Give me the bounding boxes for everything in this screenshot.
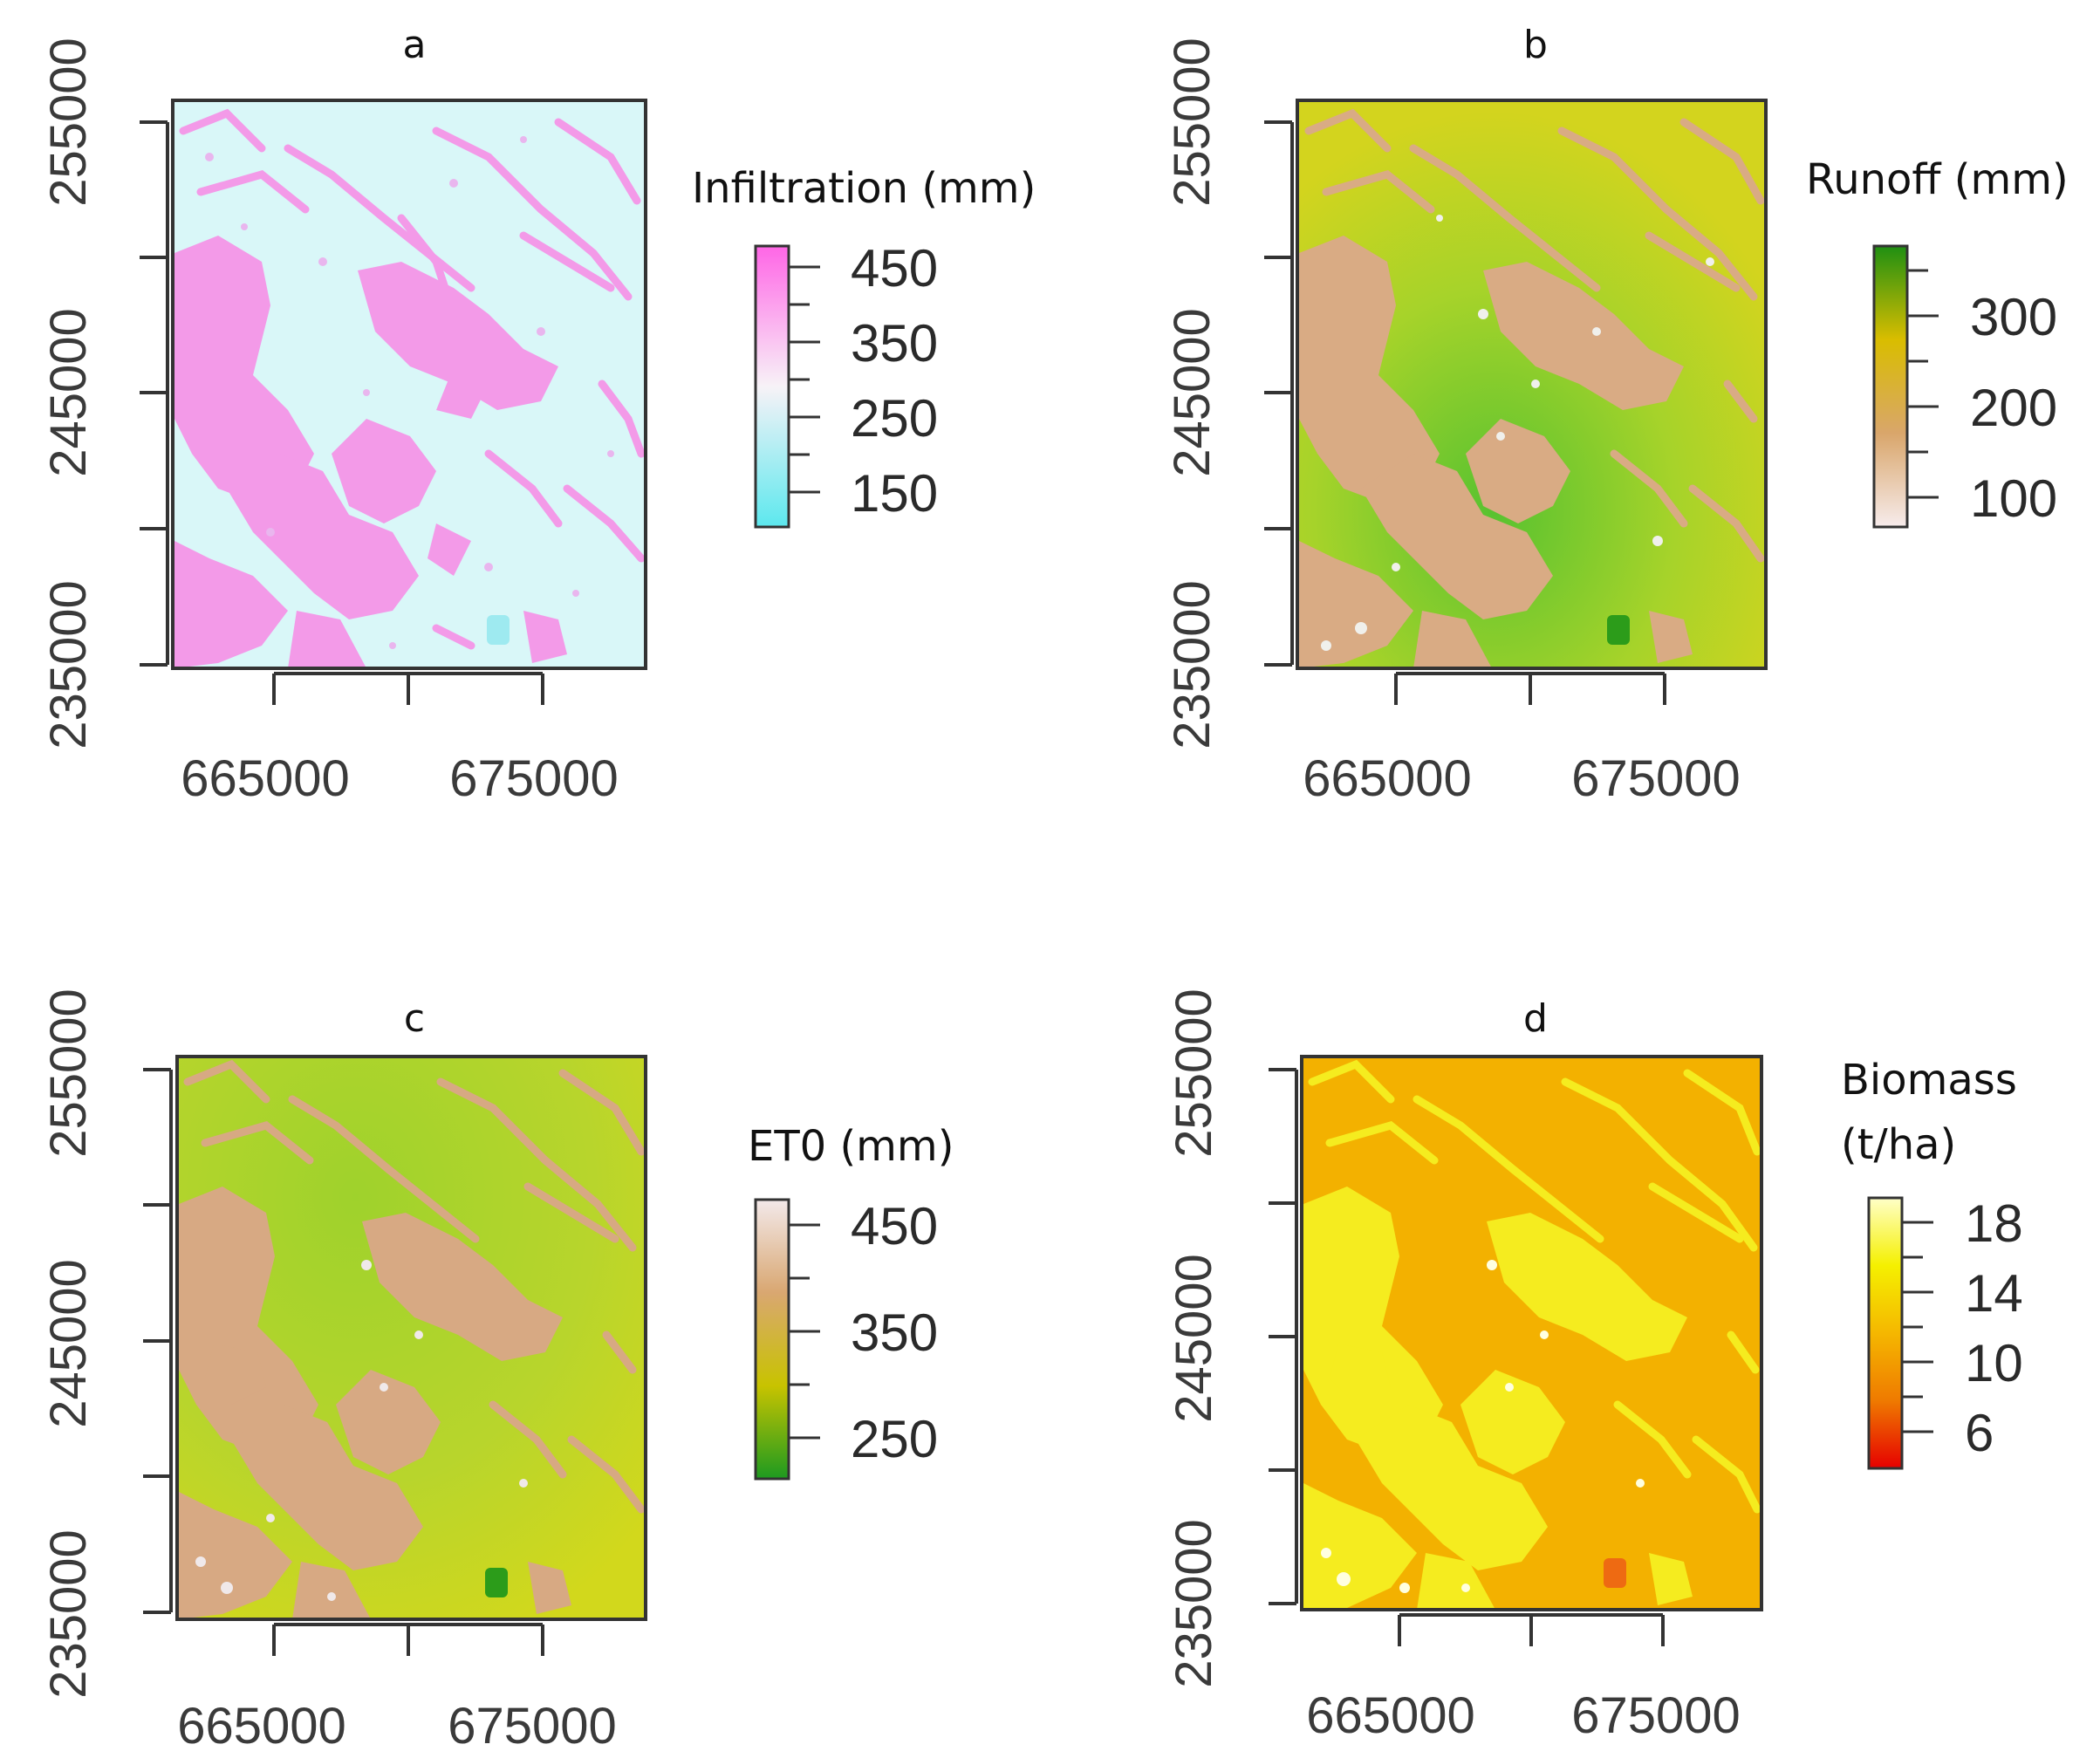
legend-title-c: ET0 (mm) <box>748 1122 954 1171</box>
legend-tick-d-6: 6 <box>1965 1404 1994 1462</box>
y-tick-d-235000: 235000 <box>1166 1519 1222 1688</box>
map-frame-c <box>175 1055 647 1621</box>
x-tick-d-675000: 675000 <box>1571 1687 1741 1744</box>
legend-tick-d-14: 14 <box>1965 1264 2023 1323</box>
legend-title-b: Runoff (mm) <box>1806 155 2069 204</box>
legend-tick-c-450: 450 <box>851 1197 938 1255</box>
legend-tick-a-150: 150 <box>851 464 938 523</box>
y-tick-d-255000: 255000 <box>1166 988 1222 1158</box>
map-frame-b <box>1296 99 1768 670</box>
legend-colorbar-c <box>754 1198 790 1481</box>
linear-features-d <box>1308 1059 1761 1514</box>
legend-tick-a-450: 450 <box>851 239 938 298</box>
x-tick-c-665000: 665000 <box>177 1698 346 1755</box>
map-frame-a <box>171 99 647 670</box>
legend-tick-b-100: 100 <box>1970 469 2057 528</box>
y-tick-c-235000: 235000 <box>40 1529 97 1699</box>
legend-title-d-line1: Biomass <box>1841 1056 2017 1105</box>
panel-b: b <box>1164 23 2069 807</box>
legend-tick-a-350: 350 <box>851 314 938 373</box>
legend-tick-a-250: 250 <box>851 389 938 448</box>
y-tick-a-255000: 255000 <box>40 38 97 207</box>
outlier-cell-c <box>485 1568 508 1597</box>
specks-a <box>205 136 614 649</box>
legend-tick-d-10: 10 <box>1965 1334 2023 1392</box>
y-axis-d <box>1269 1068 1298 1605</box>
outlier-cell-d <box>1604 1558 1626 1588</box>
map-a <box>171 99 647 670</box>
legend-title-c-line1: ET0 (mm) <box>748 1122 954 1171</box>
y-axis-b <box>1264 120 1294 667</box>
panel-title-d: d <box>1523 996 1548 1041</box>
legend-ticks-d <box>1902 1221 1933 1433</box>
y-tick-c-255000: 255000 <box>40 988 97 1158</box>
panel-a: a <box>40 23 1036 807</box>
x-tick-c-675000: 675000 <box>448 1698 617 1755</box>
y-tick-a-245000: 245000 <box>40 308 97 477</box>
x-tick-a-675000: 675000 <box>449 750 619 807</box>
panel-title-a: a <box>403 23 427 67</box>
patches-d <box>1303 1187 1693 1610</box>
legend-title-d: Biomass (t/ha) <box>1841 1056 2030 1169</box>
x-tick-d-665000: 665000 <box>1306 1687 1475 1744</box>
linear-features-a <box>179 108 646 650</box>
y-tick-b-235000: 235000 <box>1164 580 1221 749</box>
map-b <box>1296 99 1768 670</box>
map-c <box>175 1055 647 1621</box>
legend-title-a-line1: Infiltration (mm) <box>692 164 1036 213</box>
x-axis-a <box>272 672 544 705</box>
map-d <box>1300 1055 1763 1611</box>
specks-c <box>195 1260 528 1601</box>
panel-d: d <box>1166 988 2030 1744</box>
x-tick-b-665000: 665000 <box>1303 750 1472 807</box>
legend-title-d-line2: (t/ha) <box>1841 1120 1956 1169</box>
x-axis-b <box>1394 672 1666 705</box>
y-tick-b-255000: 255000 <box>1164 38 1221 207</box>
map-frame-d <box>1300 1055 1763 1611</box>
legend-ticks-c <box>789 1223 820 1440</box>
panel-title-b: b <box>1523 23 1548 67</box>
y-tick-c-245000: 245000 <box>40 1259 97 1428</box>
outlier-cell-a <box>487 615 510 645</box>
legend-ticks-b <box>1907 269 1939 499</box>
outlier-cell-b <box>1607 615 1630 645</box>
y-axis-c <box>143 1068 173 1614</box>
linear-features-c <box>183 1059 646 1514</box>
specks-b <box>1321 215 1714 651</box>
legend-tick-b-300: 300 <box>1970 288 2057 346</box>
patches-b <box>1299 236 1693 668</box>
specks-d <box>1321 1260 1645 1593</box>
patches-c <box>179 1187 571 1619</box>
y-tick-d-245000: 245000 <box>1166 1254 1222 1423</box>
panel-c: c <box>40 988 954 1755</box>
legend-colorbar-d <box>1867 1196 1904 1470</box>
y-tick-b-245000: 245000 <box>1164 308 1221 477</box>
legend-tick-c-350: 350 <box>851 1303 938 1362</box>
legend-tick-d-18: 18 <box>1965 1194 2023 1253</box>
legend-tick-b-200: 200 <box>1970 379 2057 437</box>
y-axis-a <box>140 120 169 667</box>
x-axis-d <box>1398 1613 1665 1646</box>
legend-colorbar-b <box>1872 244 1909 529</box>
x-tick-b-675000: 675000 <box>1571 750 1741 807</box>
legend-tick-c-250: 250 <box>851 1410 938 1468</box>
y-tick-a-235000: 235000 <box>40 580 97 749</box>
x-axis-c <box>272 1623 544 1656</box>
legend-title-b-line1: Runoff (mm) <box>1806 155 2069 204</box>
legend-colorbar-a <box>754 244 790 529</box>
patches-a <box>174 236 567 668</box>
linear-features-b <box>1304 108 1765 563</box>
legend-ticks-a <box>789 265 820 494</box>
panel-title-c: c <box>404 996 425 1041</box>
x-tick-a-665000: 665000 <box>181 750 350 807</box>
legend-title-a: Infiltration (mm) <box>692 164 1036 213</box>
